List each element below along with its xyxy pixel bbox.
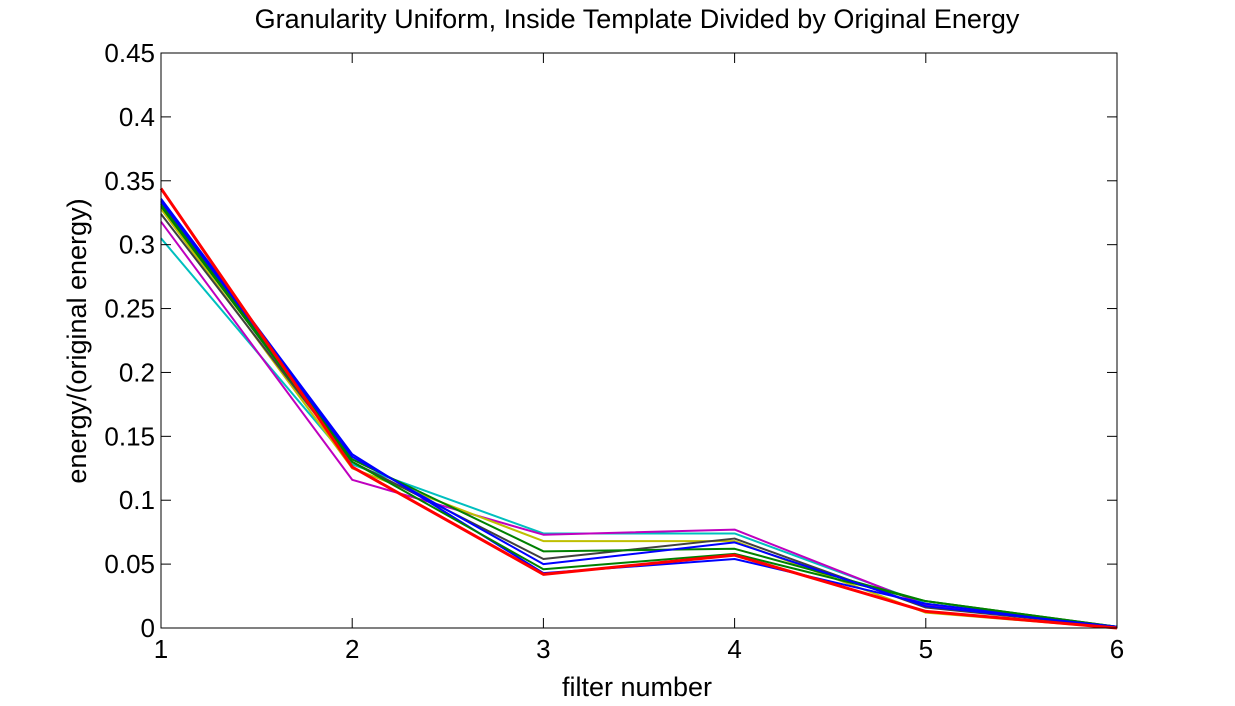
x-tick-label: 5 xyxy=(919,634,933,664)
x-tick-label: 6 xyxy=(1110,634,1124,664)
series-layer xyxy=(159,187,1118,630)
y-tick-label: 0.45 xyxy=(104,38,155,68)
x-axis-label: filter number xyxy=(562,672,712,702)
y-tick-label: 0 xyxy=(141,613,155,643)
x-tick-label: 3 xyxy=(536,634,550,664)
y-tick-label: 0.25 xyxy=(104,294,155,324)
x-tick-label: 2 xyxy=(345,634,359,664)
x-tick-label: 1 xyxy=(154,634,168,664)
y-tick-label: 0.3 xyxy=(119,230,155,260)
y-axis-label: energy/(original energy) xyxy=(62,198,92,483)
axes-frame xyxy=(160,52,1118,629)
series-line-9 xyxy=(159,187,1118,630)
x-tick-label: 4 xyxy=(727,634,741,664)
y-tick-label: 0.35 xyxy=(104,166,155,196)
axes-layer: 1 2 3 4 5 6 0 0.05 0.1 0.15 0.2 0.25 0.3 0.35 0.4 0.45 xyxy=(104,38,1124,664)
y-tick-label: 0.2 xyxy=(119,357,155,387)
y-tick-label: 0.1 xyxy=(119,485,155,515)
y-tick-label: 0.05 xyxy=(104,549,155,579)
y-tick-label: 0.15 xyxy=(104,421,155,451)
chart-title: Granularity Uniform, Inside Template Div… xyxy=(255,4,1020,34)
series-line-8 xyxy=(160,200,1118,628)
series-line-2 xyxy=(160,221,1118,628)
y-tick-label: 0.4 xyxy=(119,102,155,132)
